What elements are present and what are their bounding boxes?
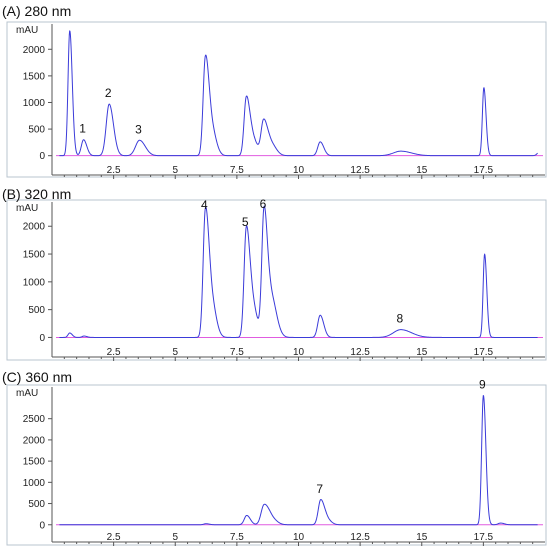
x-tick-label: 17.5: [474, 165, 494, 176]
y-tick-label: 1500: [23, 71, 46, 82]
x-tick-label: 17.5: [474, 347, 494, 358]
panel-title: (C) 360 nm: [2, 369, 72, 385]
peak-label: 6: [260, 197, 267, 211]
peak-label: 3: [135, 122, 142, 136]
x-tick-label: 15: [416, 165, 428, 176]
peak-label: 5: [242, 215, 249, 229]
y-tick-label: 0: [39, 151, 45, 162]
x-tick-label: 10: [293, 165, 305, 176]
peak-label: 2: [105, 86, 112, 100]
panel-frame: [6, 199, 547, 361]
x-tick-label: 10: [293, 532, 305, 543]
x-tick-label: 7.5: [230, 165, 244, 176]
y-tick-label: 0: [39, 333, 45, 344]
chromatogram-trace: [59, 30, 538, 157]
peak-label: 4: [201, 198, 208, 212]
panel-frame: [6, 384, 547, 546]
y-tick-label: 2000: [23, 45, 46, 56]
y-tick-label: 0: [39, 520, 45, 531]
y-tick-label: 2000: [23, 435, 46, 446]
y-tick-label: 1500: [23, 457, 46, 468]
y-tick-label: 500: [28, 499, 45, 510]
x-tick-label: 2.5: [107, 532, 121, 543]
y-axis-unit-label: mAU: [16, 203, 38, 214]
x-tick-label: 12.5: [350, 347, 370, 358]
y-tick-label: 1000: [23, 478, 46, 489]
x-tick-label: 7.5: [230, 532, 244, 543]
x-tick-label: 7.5: [230, 347, 244, 358]
peak-label: 7: [316, 482, 323, 496]
x-tick-label: 17.5: [474, 532, 494, 543]
chromatogram-trace: [59, 395, 538, 526]
chromatogram-panel: (C) 360 nm mAU 0 500 1000 1500 2000 2500 2.5 5 7.5…: [2, 369, 547, 546]
x-tick-label: 12.5: [350, 532, 370, 543]
y-axis-unit-label: mAU: [16, 25, 38, 36]
y-tick-label: 1500: [23, 250, 46, 261]
y-tick-label: 2000: [23, 222, 46, 233]
y-tick-label: 1000: [23, 98, 46, 109]
x-tick-label: 5: [172, 165, 178, 176]
peak-label: 8: [396, 312, 403, 326]
x-tick-label: 5: [172, 347, 178, 358]
x-tick-label: 15: [416, 532, 428, 543]
x-tick-label: 2.5: [107, 165, 121, 176]
peak-label: 1: [79, 122, 86, 136]
panel-title: (B) 320 nm: [2, 186, 71, 202]
panel-title: (A) 280 nm: [2, 3, 71, 19]
peak-label: 9: [479, 377, 486, 391]
y-tick-label: 2500: [23, 414, 46, 425]
y-axis-unit-label: mAU: [16, 388, 38, 399]
x-tick-label: 15: [416, 347, 428, 358]
chromatogram-trace: [59, 205, 538, 338]
panel-frame: [6, 21, 547, 178]
x-tick-label: 2.5: [107, 347, 121, 358]
x-tick-label: 10: [293, 347, 305, 358]
y-tick-label: 500: [28, 125, 45, 136]
y-tick-label: 500: [28, 305, 45, 316]
x-tick-label: 12.5: [350, 165, 370, 176]
y-tick-label: 1000: [23, 277, 46, 288]
x-tick-label: 5: [172, 532, 178, 543]
